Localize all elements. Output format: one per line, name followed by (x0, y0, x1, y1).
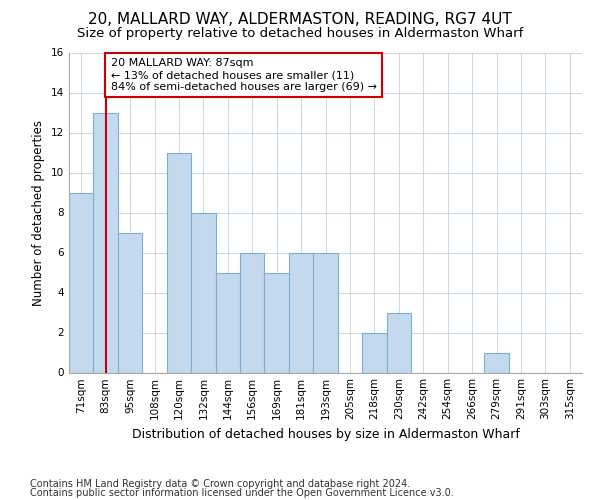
Bar (362, 332, 386, 372)
Bar (215, 272, 240, 372)
Bar (289, 252, 313, 372)
Bar (94, 112, 118, 372)
X-axis label: Distribution of detached houses by size in Aldermaston Wharf: Distribution of detached houses by size … (131, 428, 520, 441)
Text: 20, MALLARD WAY, ALDERMASTON, READING, RG7 4UT: 20, MALLARD WAY, ALDERMASTON, READING, R… (88, 12, 512, 28)
Bar (118, 232, 142, 372)
Bar (386, 312, 411, 372)
Text: Contains public sector information licensed under the Open Government Licence v3: Contains public sector information licen… (30, 488, 454, 498)
Text: Size of property relative to detached houses in Aldermaston Wharf: Size of property relative to detached ho… (77, 28, 523, 40)
Bar (69, 192, 94, 372)
Y-axis label: Number of detached properties: Number of detached properties (32, 120, 46, 306)
Text: Contains HM Land Registry data © Crown copyright and database right 2024.: Contains HM Land Registry data © Crown c… (30, 479, 410, 489)
Bar (313, 252, 338, 372)
Bar (484, 352, 509, 372)
Text: 20 MALLARD WAY: 87sqm
← 13% of detached houses are smaller (11)
84% of semi-deta: 20 MALLARD WAY: 87sqm ← 13% of detached … (110, 58, 377, 92)
Bar (167, 152, 191, 372)
Bar (191, 212, 215, 372)
Bar (240, 252, 265, 372)
Bar (265, 272, 289, 372)
